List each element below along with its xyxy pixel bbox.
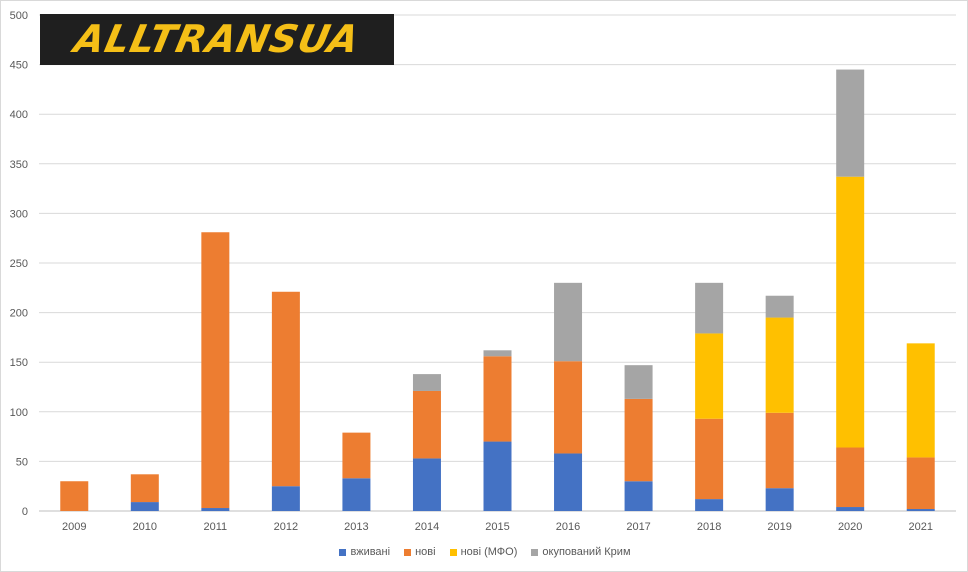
bars bbox=[60, 69, 935, 511]
bar-2010-series-0 bbox=[130, 502, 159, 511]
x-tick-label: 2013 bbox=[344, 521, 368, 533]
bar-2014-series-0 bbox=[412, 458, 441, 511]
bar-2018-series-1 bbox=[695, 418, 724, 500]
x-tick-label: 2010 bbox=[133, 521, 157, 533]
legend-swatch bbox=[449, 548, 457, 556]
legend-entry: нові bbox=[404, 546, 436, 558]
x-tick-label: 2017 bbox=[626, 521, 650, 533]
y-tick-label: 300 bbox=[10, 208, 28, 220]
bar-2013-series-0 bbox=[342, 478, 371, 511]
bar-2011-series-1 bbox=[201, 232, 230, 509]
legend-swatch bbox=[531, 548, 539, 556]
bar-2021-series-1 bbox=[906, 457, 935, 510]
bar-2020-series-0 bbox=[836, 507, 865, 511]
legend-label: нові (МФО) bbox=[460, 546, 518, 558]
x-tick-label: 2015 bbox=[485, 521, 509, 533]
y-tick-label: 500 bbox=[10, 10, 28, 22]
x-axis-tick-labels: 2009 2010 2011 2012 2013 2014 2015 2016 2017 2018… bbox=[62, 521, 933, 533]
bar-2018-series-3 bbox=[695, 282, 724, 334]
y-tick-label: 250 bbox=[10, 258, 28, 270]
bar-2011-series-0 bbox=[201, 508, 230, 511]
y-tick-label: 200 bbox=[10, 308, 28, 320]
legend-swatch bbox=[339, 548, 347, 556]
bar-2018-series-0 bbox=[695, 499, 724, 511]
bar-2016-series-3 bbox=[554, 282, 583, 362]
bar-2017-series-3 bbox=[624, 365, 653, 399]
x-tick-label: 2011 bbox=[204, 521, 228, 533]
bar-2020-series-3 bbox=[836, 69, 865, 177]
x-tick-label: 2018 bbox=[697, 521, 721, 533]
bar-2017-series-1 bbox=[624, 398, 653, 482]
bar-2018-series-2 bbox=[695, 333, 724, 419]
bar-2017-series-0 bbox=[624, 481, 653, 511]
x-tick-label: 2012 bbox=[274, 521, 298, 533]
bar-2021-series-2 bbox=[906, 343, 935, 458]
x-tick-label: 2014 bbox=[415, 521, 439, 533]
bar-2019-series-3 bbox=[765, 295, 794, 318]
bar-2010-series-1 bbox=[130, 474, 159, 503]
legend: вживані нові нові (МФО) окупований Крим bbox=[1, 544, 968, 560]
x-tick-label: 2009 bbox=[62, 521, 86, 533]
bar-2015-series-3 bbox=[483, 350, 512, 357]
y-tick-label: 450 bbox=[10, 60, 28, 72]
legend-entry: окупований Крим bbox=[531, 546, 631, 558]
bar-2015-series-1 bbox=[483, 356, 512, 442]
bar-2019-series-2 bbox=[765, 317, 794, 413]
y-tick-label: 50 bbox=[16, 456, 28, 468]
x-tick-label: 2020 bbox=[838, 521, 862, 533]
bar-2014-series-1 bbox=[412, 390, 441, 459]
legend-label: нові bbox=[415, 546, 436, 558]
logo-text: ALLTRANSUA bbox=[70, 17, 364, 61]
y-tick-label: 150 bbox=[10, 357, 28, 369]
bar-2009-series-1 bbox=[60, 481, 89, 511]
alltransua-logo: ALLTRANSUA bbox=[40, 14, 394, 65]
bar-2020-series-1 bbox=[836, 447, 865, 508]
bar-2013-series-1 bbox=[342, 432, 371, 479]
y-axis-tick-labels: 0 50 100 150 200 250 300 350 400 450 500 bbox=[10, 10, 28, 518]
bar-2012-series-0 bbox=[271, 486, 300, 511]
bar-2012-series-1 bbox=[271, 291, 300, 487]
legend-swatch bbox=[404, 548, 412, 556]
bar-2016-series-0 bbox=[554, 453, 583, 511]
x-tick-label: 2016 bbox=[556, 521, 580, 533]
y-tick-label: 400 bbox=[10, 109, 28, 121]
legend-label: вживані bbox=[350, 546, 391, 558]
bar-2015-series-0 bbox=[483, 441, 512, 511]
x-tick-label: 2019 bbox=[767, 521, 791, 533]
y-tick-label: 100 bbox=[10, 407, 28, 419]
x-tick-label: 2021 bbox=[908, 521, 932, 533]
legend-label: окупований Крим bbox=[542, 546, 631, 558]
y-tick-label: 0 bbox=[22, 506, 28, 518]
bar-2021-series-0 bbox=[906, 509, 935, 511]
bar-2019-series-1 bbox=[765, 412, 794, 489]
legend-entry: вживані bbox=[339, 546, 390, 558]
bar-2014-series-3 bbox=[412, 374, 441, 391]
bar-2019-series-0 bbox=[765, 488, 794, 511]
bar-2016-series-1 bbox=[554, 361, 583, 454]
legend-entry: нові (МФО) bbox=[449, 546, 518, 558]
y-tick-label: 350 bbox=[10, 159, 28, 171]
bar-2020-series-2 bbox=[836, 176, 865, 448]
